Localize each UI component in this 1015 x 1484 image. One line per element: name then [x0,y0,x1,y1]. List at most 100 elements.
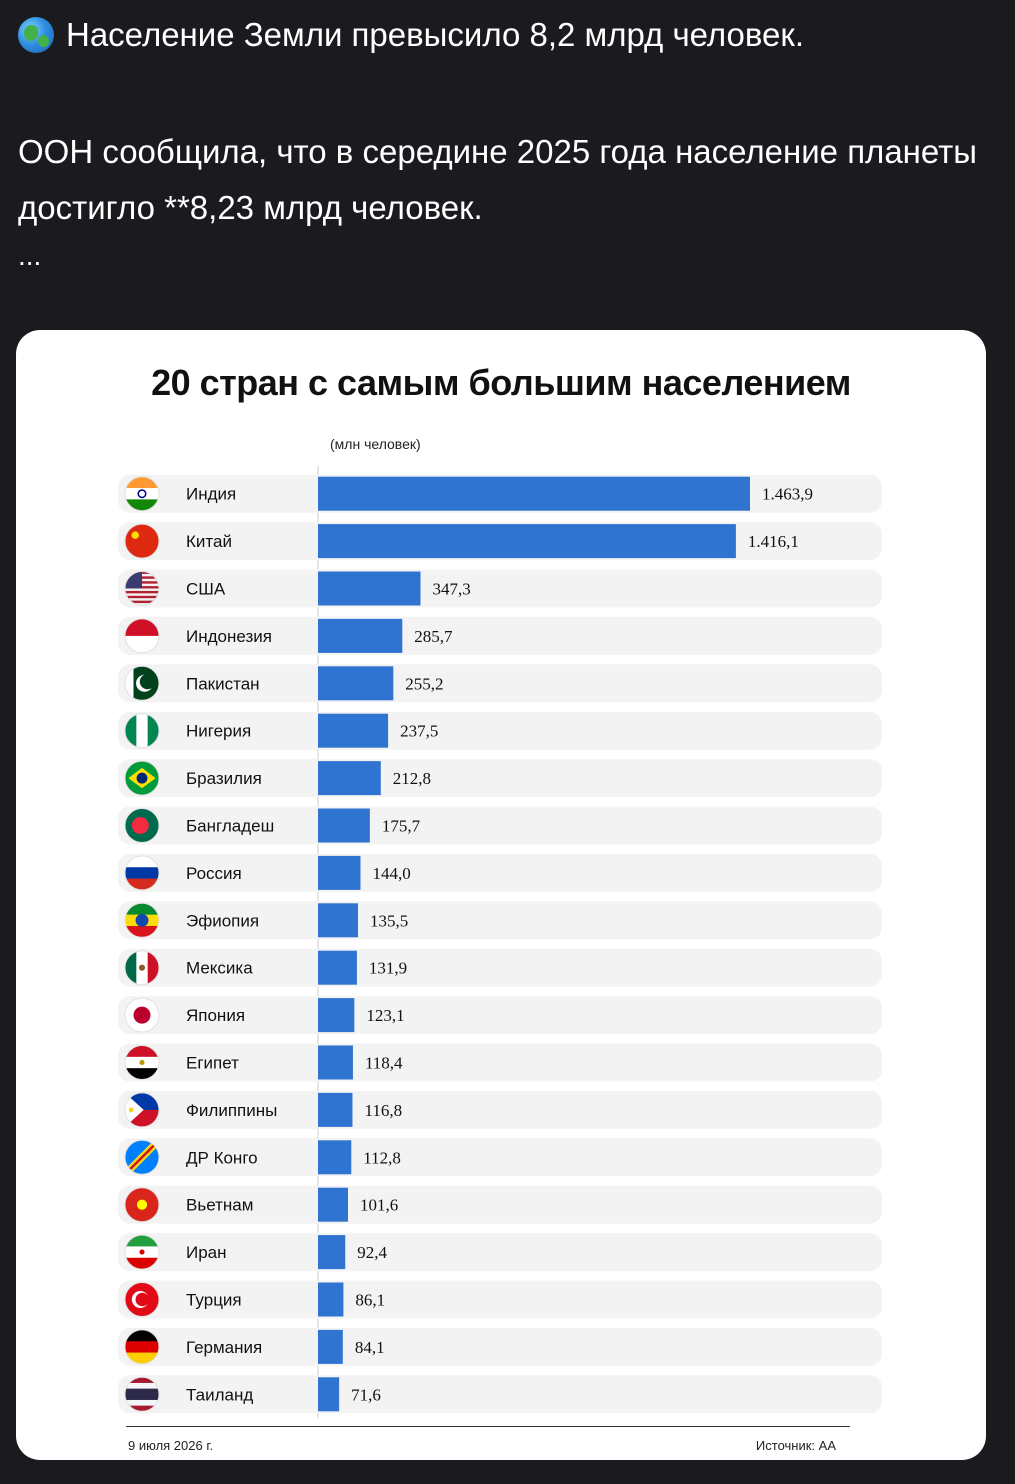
bangladesh-flag-icon [124,808,160,843]
value-label: 123,1 [366,1006,404,1025]
ethiopia-flag-icon [124,902,160,938]
iran-flag-icon [124,1234,160,1270]
chart-row: Мексика 131,9 [118,948,882,987]
chart-row: Россия 144,0 [118,853,882,892]
value-label: 1.463,9 [762,485,813,504]
pakistan-flag-icon [124,665,160,701]
read-more-ellipsis[interactable]: ... [18,240,42,271]
chart-row: Нигерия 237,5 [118,711,882,750]
row-background [118,948,882,987]
bar [318,1377,340,1412]
post-headline: Население Земли превысило 8,2 млрд челов… [18,10,998,60]
country-label: Китай [186,532,232,551]
row-background [118,1233,882,1272]
usa-flag-icon [124,571,160,606]
bar [318,1329,343,1364]
row-background [118,616,882,655]
country-label: Вьетнам [186,1196,253,1215]
row-background [118,1327,882,1366]
chart-row: Филиппины 116,8 [118,1090,882,1129]
globe-icon [18,17,54,53]
bar [318,476,750,511]
chart-row: ДР Конго 112,8 [118,1138,882,1177]
bar [318,666,394,701]
value-label: 144,0 [372,864,410,883]
chart-row: Япония 123,1 [118,996,882,1035]
bar [318,1235,346,1270]
country-label: США [186,580,226,599]
mexico-flag-icon [124,950,160,986]
chart-row: Индонезия 285,7 [118,616,882,655]
bar [318,808,370,843]
india-flag-icon [124,476,160,512]
chart-row: США 347,3 [118,569,882,608]
value-label: 84,1 [355,1338,385,1357]
chart-row: Эфиопия 135,5 [118,901,882,940]
country-label: Эфиопия [186,911,259,930]
brazil-flag-icon [124,760,160,796]
country-label: Иран [186,1243,227,1262]
chart-title: 20 стран с самым большим населением [151,362,851,403]
bar [318,1282,344,1317]
chart-row: Бразилия 212,8 [118,759,882,798]
value-label: 1.416,1 [748,532,799,551]
row-background [118,853,882,892]
value-label: 118,4 [365,1054,403,1073]
chart-row: Вьетнам 101,6 [118,1185,882,1224]
bar-chart: Индия 1.463,9 Китай 1.416,1 США 347,3 Индонези… [118,466,882,1418]
row-background [118,569,882,608]
indonesia-flag-icon [124,618,160,654]
value-label: 175,7 [382,817,421,836]
post-body: ООН сообщила, что в середине 2025 года н… [18,133,977,226]
bar [318,713,389,748]
country-label: Индонезия [186,627,272,646]
value-label: 237,5 [400,722,438,741]
value-label: 112,8 [363,1148,401,1167]
row-background [118,759,882,798]
country-label: Турция [186,1291,242,1310]
row-background [118,1185,882,1224]
chart-row: Египет 118,4 [118,1043,882,1082]
chart-row: Китай 1.416,1 [118,522,882,561]
bar [318,761,381,796]
country-label: Пакистан [186,674,260,693]
bar [318,1187,348,1222]
japan-flag-icon [124,997,160,1033]
country-label: Филиппины [186,1101,277,1120]
chart-image-card[interactable]: 20 стран с самым большим населением (млн… [16,330,986,1460]
turkey-flag-icon [124,1282,160,1317]
country-label: Россия [186,864,242,883]
value-label: 101,6 [360,1196,398,1215]
row-background [118,1043,882,1082]
bar [318,618,403,653]
russia-flag-icon [124,855,160,891]
nigeria-flag-icon [124,713,160,749]
row-background [118,901,882,940]
egypt-flag-icon [124,1045,160,1080]
vietnam-flag-icon [124,1187,160,1223]
chart-row: Иран 92,4 [118,1233,882,1272]
value-label: 116,8 [364,1101,402,1120]
row-background [118,806,882,845]
germany-flag-icon [124,1329,160,1365]
chart-row: Пакистан 255,2 [118,664,882,703]
unit-label: (млн человек) [330,436,421,452]
row-background [118,996,882,1035]
country-label: Мексика [186,959,253,978]
row-background [118,1280,882,1319]
bar [318,1140,352,1175]
bar [318,1045,353,1080]
row-background [118,1090,882,1129]
chart-row: Германия 84,1 [118,1327,882,1366]
bar [318,855,361,890]
country-label: Индия [186,485,236,504]
philippines-flag-icon [124,1092,160,1128]
value-label: 71,6 [351,1385,381,1404]
post-text: Население Земли превысило 8,2 млрд челов… [18,10,998,271]
chart-row: Бангладеш 175,7 [118,806,882,845]
footer-divider [126,1426,850,1427]
chart-row: Индия 1.463,9 [118,474,882,513]
value-label: 255,2 [405,674,443,693]
country-label: Бангладеш [186,817,274,836]
value-label: 212,8 [393,769,431,788]
